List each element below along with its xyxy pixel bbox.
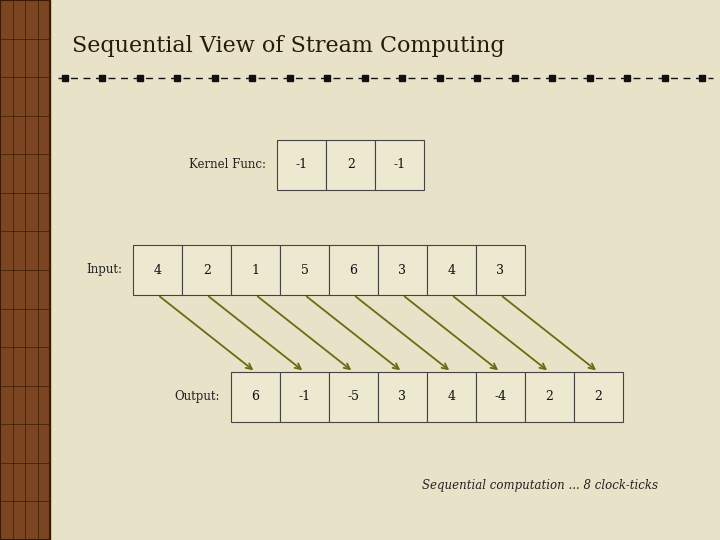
Text: 2: 2 xyxy=(203,264,210,276)
FancyBboxPatch shape xyxy=(280,245,329,295)
Text: 6: 6 xyxy=(349,264,358,276)
Text: Input:: Input: xyxy=(86,264,122,276)
Text: 5: 5 xyxy=(301,264,308,276)
FancyBboxPatch shape xyxy=(525,372,574,422)
FancyBboxPatch shape xyxy=(574,372,623,422)
FancyBboxPatch shape xyxy=(231,245,280,295)
Text: -1: -1 xyxy=(299,390,310,403)
Text: Sequential View of Stream Computing: Sequential View of Stream Computing xyxy=(72,35,505,57)
Text: 3: 3 xyxy=(398,390,407,403)
Text: -1: -1 xyxy=(296,158,307,171)
Bar xyxy=(0,0,50,540)
Text: 2: 2 xyxy=(347,158,354,171)
Text: 3: 3 xyxy=(496,264,505,276)
Text: Output:: Output: xyxy=(175,390,220,403)
Text: Sequential computation ... 8 clock-ticks: Sequential computation ... 8 clock-ticks xyxy=(422,480,658,492)
Text: -4: -4 xyxy=(495,390,506,403)
Text: 6: 6 xyxy=(251,390,260,403)
FancyBboxPatch shape xyxy=(277,140,326,190)
Text: 2: 2 xyxy=(546,390,553,403)
FancyBboxPatch shape xyxy=(329,372,378,422)
Text: 3: 3 xyxy=(398,264,407,276)
FancyBboxPatch shape xyxy=(280,372,329,422)
FancyBboxPatch shape xyxy=(375,140,424,190)
Bar xyxy=(0,0,50,540)
FancyBboxPatch shape xyxy=(476,372,525,422)
FancyBboxPatch shape xyxy=(378,245,427,295)
FancyBboxPatch shape xyxy=(427,245,476,295)
FancyBboxPatch shape xyxy=(326,140,375,190)
FancyBboxPatch shape xyxy=(476,245,525,295)
Text: 4: 4 xyxy=(447,390,456,403)
FancyBboxPatch shape xyxy=(182,245,231,295)
FancyBboxPatch shape xyxy=(378,372,427,422)
Text: 2: 2 xyxy=(595,390,602,403)
Text: 4: 4 xyxy=(153,264,162,276)
Text: 4: 4 xyxy=(447,264,456,276)
FancyBboxPatch shape xyxy=(133,245,182,295)
FancyBboxPatch shape xyxy=(427,372,476,422)
FancyBboxPatch shape xyxy=(231,372,280,422)
Text: -5: -5 xyxy=(348,390,359,403)
FancyBboxPatch shape xyxy=(329,245,378,295)
Text: 1: 1 xyxy=(251,264,260,276)
Text: Kernel Func:: Kernel Func: xyxy=(189,158,266,171)
Text: -1: -1 xyxy=(394,158,405,171)
